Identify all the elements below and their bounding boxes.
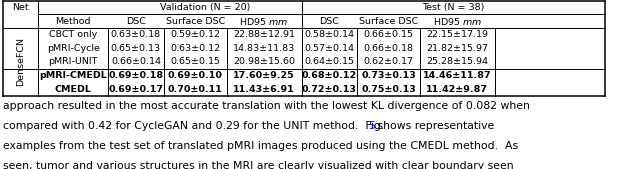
Text: 22.88±12.91: 22.88±12.91 [233, 30, 295, 39]
Text: 0.63±0.12: 0.63±0.12 [170, 44, 220, 53]
Text: Surface DSC: Surface DSC [359, 17, 418, 26]
Text: Method: Method [55, 17, 91, 26]
Text: CBCT only: CBCT only [49, 30, 97, 39]
Text: 0.69±0.10: 0.69±0.10 [168, 71, 223, 80]
Text: pMRI-CMEDL: pMRI-CMEDL [39, 71, 107, 80]
Text: pMRI-Cycle: pMRI-Cycle [47, 44, 100, 53]
Text: Test (N = 38): Test (N = 38) [422, 3, 484, 12]
Text: 0.58±0.14: 0.58±0.14 [305, 30, 355, 39]
Text: 0.68±0.12: 0.68±0.12 [302, 71, 357, 80]
Text: 0.62±0.17: 0.62±0.17 [364, 57, 413, 66]
Text: examples from the test set of translated pMRI images produced using the CMEDL me: examples from the test set of translated… [3, 141, 518, 151]
Text: Net: Net [12, 3, 29, 12]
Text: CMEDL: CMEDL [54, 84, 92, 94]
Text: 0.66±0.18: 0.66±0.18 [364, 44, 413, 53]
Text: DSC: DSC [319, 17, 339, 26]
Text: 0.66±0.15: 0.66±0.15 [364, 30, 413, 39]
Text: 0.69±0.18: 0.69±0.18 [108, 71, 163, 80]
Text: shows representative: shows representative [374, 121, 495, 131]
Text: approach resulted in the most accurate translation with the lowest KL divergence: approach resulted in the most accurate t… [3, 101, 530, 111]
Text: Validation (N = 20): Validation (N = 20) [159, 3, 250, 12]
Text: 0.64±0.15: 0.64±0.15 [305, 57, 355, 66]
Text: 0.69±0.17: 0.69±0.17 [108, 84, 163, 94]
Text: pMRI-UNIT: pMRI-UNIT [49, 57, 98, 66]
Text: 14.83±11.83: 14.83±11.83 [233, 44, 295, 53]
Text: 14.46±11.87: 14.46±11.87 [423, 71, 492, 80]
Text: 11.43±6.91: 11.43±6.91 [234, 84, 295, 94]
Text: DSC: DSC [126, 17, 146, 26]
Text: 0.59±0.12: 0.59±0.12 [170, 30, 220, 39]
Text: seen, tumor and various structures in the MRI are clearly visualized with clear : seen, tumor and various structures in th… [3, 161, 514, 169]
Text: 5: 5 [368, 121, 374, 131]
Text: 0.73±0.13: 0.73±0.13 [361, 71, 416, 80]
Text: compared with 0.42 for CycleGAN and 0.29 for the UNIT method.  Fig.: compared with 0.42 for CycleGAN and 0.29… [3, 121, 388, 131]
Text: DenseFCN: DenseFCN [16, 37, 25, 86]
Text: HD95 $mm$: HD95 $mm$ [433, 16, 482, 27]
Text: 22.15±17.19: 22.15±17.19 [426, 30, 488, 39]
Text: HD95 $mm$: HD95 $mm$ [239, 16, 289, 27]
Text: 0.66±0.14: 0.66±0.14 [111, 57, 161, 66]
Text: 0.65±0.15: 0.65±0.15 [170, 57, 220, 66]
Text: 11.42±9.87: 11.42±9.87 [426, 84, 488, 94]
Text: 17.60±9.25: 17.60±9.25 [234, 71, 295, 80]
Text: 0.65±0.13: 0.65±0.13 [111, 44, 161, 53]
Text: 0.70±0.11: 0.70±0.11 [168, 84, 223, 94]
Text: Surface DSC: Surface DSC [166, 17, 225, 26]
Text: 0.75±0.13: 0.75±0.13 [361, 84, 416, 94]
Text: 0.57±0.14: 0.57±0.14 [305, 44, 355, 53]
Text: 20.98±15.60: 20.98±15.60 [233, 57, 295, 66]
Text: 21.82±15.97: 21.82±15.97 [426, 44, 488, 53]
Text: 0.63±0.18: 0.63±0.18 [111, 30, 161, 39]
Text: 0.72±0.13: 0.72±0.13 [302, 84, 357, 94]
Text: 25.28±15.94: 25.28±15.94 [426, 57, 488, 66]
